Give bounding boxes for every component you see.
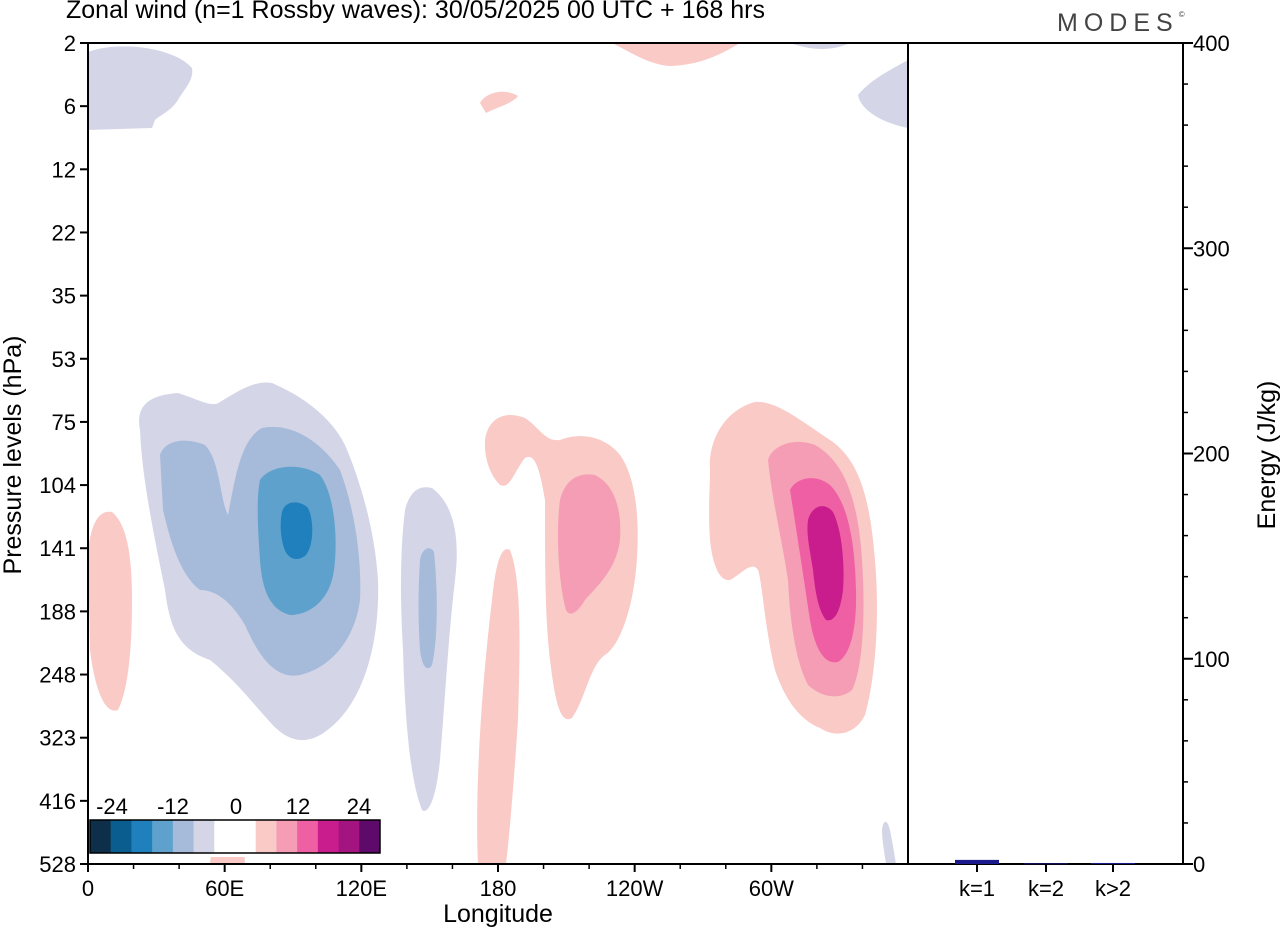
colorbar-swatch-5 [193, 820, 215, 853]
brand-text: MODES [1057, 9, 1179, 37]
contour-pos-core [807, 506, 844, 621]
energy-tick-label-1: 100 [1193, 647, 1230, 672]
colorbar-swatch-7 [235, 820, 257, 853]
y-tick-label-6: 75 [52, 410, 76, 435]
energy-bars: k=1 k=2 k>2 [955, 859, 1135, 901]
x-tick-label-0: 0 [82, 876, 94, 901]
modes-brand-logo: MODES© [1057, 9, 1185, 38]
colorbar: -24 -12 0 12 24 [87, 794, 383, 857]
energy-tick-label-0: 0 [1193, 852, 1205, 877]
energy-axes: 0 100 200 300 400 [1183, 31, 1230, 877]
y-tick-label-4: 35 [52, 284, 76, 309]
contour-pos-small [480, 91, 518, 113]
colorbar-swatch-11 [317, 820, 340, 853]
colorbar-label-0: -24 [96, 794, 128, 819]
contour-neg-top-right [858, 60, 908, 128]
y-tick-label-8: 141 [39, 536, 76, 561]
energy-tick-label-4: 400 [1193, 31, 1230, 56]
x-tick-label-2: 120E [336, 876, 387, 901]
colorbar-swatch-13 [359, 820, 381, 853]
contour-pos-left-edge [88, 511, 132, 711]
contour-pos-top-middle [612, 43, 740, 66]
energy-bar-0 [955, 859, 999, 864]
y-tick-label-13: 528 [39, 852, 76, 877]
y-tick-label-12: 416 [39, 789, 76, 814]
contour-neg-core [280, 502, 313, 560]
y-tick-label-2: 12 [52, 157, 76, 182]
energy-bar-1 [1024, 863, 1068, 865]
contour-pos-narrow [477, 549, 520, 864]
contour-neg-narrow-inner [418, 548, 437, 669]
y-tick-label-5: 53 [52, 347, 76, 372]
y-tick-label-11: 323 [39, 726, 76, 751]
energy-bar-2 [1091, 862, 1135, 864]
colorbar-swatch-6 [214, 820, 236, 853]
colorbar-swatch-4 [172, 820, 195, 853]
colorbar-swatch-8 [255, 820, 277, 853]
colorbar-label-2: 0 [230, 794, 242, 819]
energy-axis-title: Energy (J/kg) [1253, 381, 1280, 530]
y-tick-label-1: 6 [64, 94, 76, 119]
y-tick-label-10: 248 [39, 663, 76, 688]
contour-field [88, 43, 908, 864]
energy-tick-label-3: 300 [1193, 236, 1230, 261]
energy-tick-label-2: 200 [1193, 442, 1230, 467]
colorbar-swatch-1 [110, 820, 132, 853]
x-tick-label-1: 60E [205, 876, 244, 901]
colorbar-swatch-9 [276, 820, 298, 853]
x-tick-label-4: 120W [606, 876, 664, 901]
contour-neg-top-edge [790, 43, 850, 50]
chart-title: Zonal wind (n=1 Rossby waves): 30/05/202… [66, 0, 765, 24]
x-tick-label-3: 180 [480, 876, 517, 901]
colorbar-swatch-0 [90, 820, 112, 853]
colorbar-swatch-3 [152, 820, 174, 853]
contour-neg-top-left [88, 46, 193, 130]
y-axis-title: Pressure levels (hPa) [0, 336, 27, 575]
contour-neg-bottom-right [882, 821, 896, 864]
colorbar-swatch-12 [338, 820, 360, 853]
colorbar-frame [89, 819, 381, 854]
energy-category-label-2: k>2 [1095, 876, 1131, 901]
y-tick-label-9: 188 [39, 599, 76, 624]
energy-category-label-0: k=1 [959, 876, 995, 901]
colorbar-label-1: -12 [157, 794, 189, 819]
colorbar-label-3: 12 [286, 794, 310, 819]
colorbar-label-4: 24 [347, 794, 371, 819]
main-axes: 0 60E 120E 180 120W 60W 2 6 12 22 35 53 75 104 141 188 2… [39, 31, 864, 901]
colorbar-swatch-2 [131, 820, 153, 853]
y-tick-label-0: 2 [64, 31, 76, 56]
colorbar-swatch-10 [297, 820, 319, 853]
brand-mark: © [1178, 10, 1185, 19]
y-tick-label-7: 104 [39, 473, 76, 498]
energy-category-label-1: k=2 [1028, 876, 1064, 901]
contour-pos-middle-inner [558, 474, 621, 614]
y-tick-label-3: 22 [52, 220, 76, 245]
x-axis-title: Longitude [443, 900, 553, 928]
x-tick-label-5: 60W [749, 876, 794, 901]
